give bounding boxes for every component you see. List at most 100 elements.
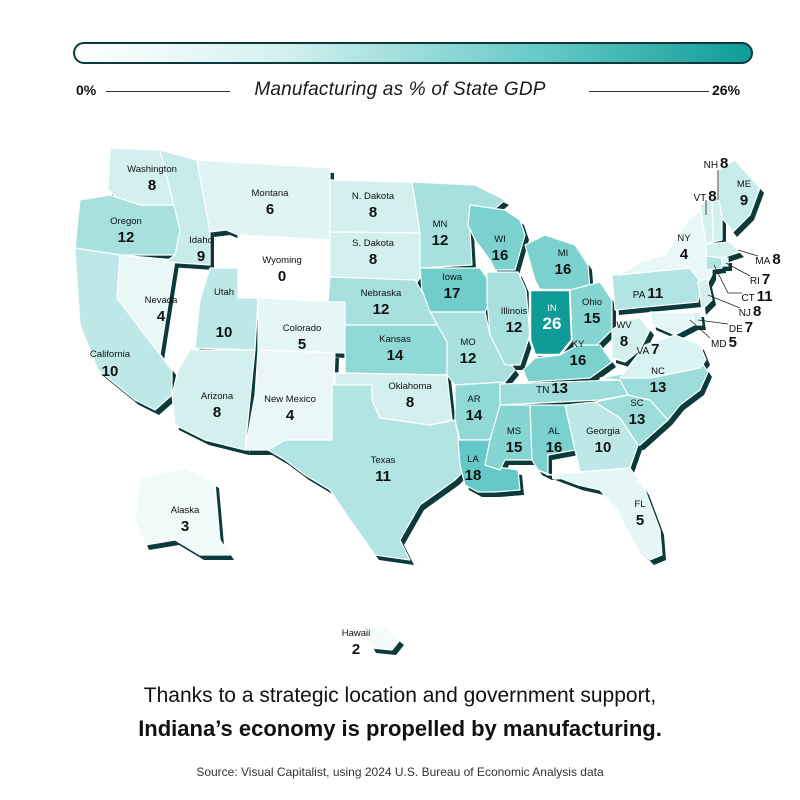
state-name-texas: Texas (371, 455, 396, 466)
state-name-mi: MI (558, 248, 569, 259)
state-value-vt: 8 (708, 188, 716, 205)
state-value-wyoming: 0 (278, 268, 286, 285)
state-s-dakota (329, 231, 421, 286)
state-value-new-mexico: 4 (286, 407, 295, 424)
leader-ri (725, 262, 751, 277)
state-value-mn: 12 (432, 232, 449, 249)
state-name-ri: RI (750, 276, 760, 287)
state-utah (194, 267, 259, 351)
state-value-sc: 13 (629, 411, 646, 428)
state-name-al: AL (548, 426, 560, 437)
legend-title: Manufacturing as % of State GDP (254, 79, 546, 100)
state-value-ma: 8 (772, 251, 780, 268)
state-ma (705, 241, 741, 259)
state-texas (267, 384, 466, 561)
state-name-pa: PA (633, 290, 646, 301)
state-mn (411, 181, 506, 269)
state-value-georgia: 10 (595, 439, 612, 456)
state-name-sc: SC (630, 398, 643, 409)
state-name-de: DE (729, 324, 743, 335)
state-name-arizona: Arizona (201, 391, 234, 402)
leader-md (689, 319, 711, 339)
state-value-fl: 5 (636, 512, 644, 529)
state-value-tn: 13 (551, 380, 568, 397)
state-value-texas: 11 (375, 468, 391, 485)
state-arizona (171, 349, 256, 451)
state-name-nc: NC (651, 366, 665, 377)
state-illinois (486, 271, 531, 366)
state-name-nh: NH (704, 160, 718, 171)
state-value-ms: 15 (506, 439, 523, 456)
state-value-iowa: 17 (444, 285, 461, 302)
state-value-oklahoma: 8 (406, 394, 414, 411)
state-value-pa: 11 (647, 285, 663, 302)
state-name-la: LA (467, 454, 479, 465)
state-value-colorado: 5 (298, 336, 306, 353)
state-value-nj: 8 (753, 303, 761, 320)
state-name-ohio: Ohio (582, 297, 602, 308)
state-name-california: California (90, 349, 131, 360)
state-name-fl: FL (634, 499, 645, 510)
state-value-n-dakota: 8 (369, 204, 377, 221)
state-name-wv: WV (616, 320, 632, 331)
state-value-idaho: 9 (197, 248, 205, 265)
state-ri (721, 257, 729, 267)
state-shapes (74, 147, 761, 651)
label-ct: CT 11 (741, 288, 772, 305)
state-name-vt: VT (693, 193, 706, 204)
state-name-oklahoma: Oklahoma (388, 381, 432, 392)
state-value-ct: 11 (757, 288, 773, 305)
state-name-mo: MO (460, 337, 475, 348)
state-ky (522, 344, 613, 383)
state-value-in: 26 (543, 314, 562, 333)
label-ri: RI 7 (750, 271, 770, 288)
state-value-illinois: 12 (506, 319, 523, 336)
state-fl (537, 467, 663, 561)
state-hawaii (359, 624, 401, 651)
state-name-wyoming: Wyoming (262, 255, 302, 266)
state-value-oregon: 12 (118, 229, 135, 246)
state-ct (705, 255, 723, 271)
label-nj: NJ 8 (739, 303, 762, 320)
state-name-mn: MN (433, 219, 448, 230)
state-value-arizona: 8 (213, 404, 221, 421)
state-value-hawaii: 2 (352, 641, 360, 658)
legend-rule-left (106, 91, 230, 92)
state-nj (697, 277, 713, 311)
label-md: MD 5 (711, 334, 737, 351)
state-value-utah: 10 (216, 324, 233, 341)
label-tn: TN 13 (536, 380, 568, 397)
state-value-alaska: 3 (181, 518, 189, 535)
state-ohio (569, 281, 613, 349)
state-value-ohio: 15 (584, 310, 601, 327)
leader-ct (713, 264, 742, 294)
state-name-nebraska: Nebraska (361, 288, 402, 299)
state-md (649, 311, 695, 336)
state-value-california: 10 (102, 363, 119, 380)
state-name-tn: TN (536, 385, 549, 396)
leader-de (697, 319, 729, 325)
caption-line-2: Indiana’s economy is propelled by manufa… (138, 716, 662, 741)
state-vt (699, 197, 714, 245)
state-value-de: 7 (745, 319, 753, 336)
label-de: DE 7 (729, 319, 753, 336)
state-name-oregon: Oregon (110, 216, 142, 227)
state-name-md: MD (711, 339, 727, 350)
state-value-al: 16 (546, 439, 563, 456)
state-name-nevada: Nevada (145, 295, 178, 306)
state-value-ar: 14 (466, 407, 483, 424)
state-name-washington: Washington (127, 164, 177, 175)
state-nevada (116, 254, 176, 371)
state-value-mo: 12 (460, 350, 477, 367)
state-alaska (134, 467, 231, 556)
state-value-washington: 8 (148, 177, 156, 194)
legend-min-label: 0% (76, 82, 97, 98)
state-value-me: 9 (740, 192, 748, 209)
state-name-ar: AR (467, 394, 480, 405)
label-nh: NH 8 (704, 155, 729, 172)
legend-rule-right (589, 91, 709, 92)
state-name-ct: CT (741, 293, 754, 304)
state-name-ky: KY (572, 339, 585, 350)
